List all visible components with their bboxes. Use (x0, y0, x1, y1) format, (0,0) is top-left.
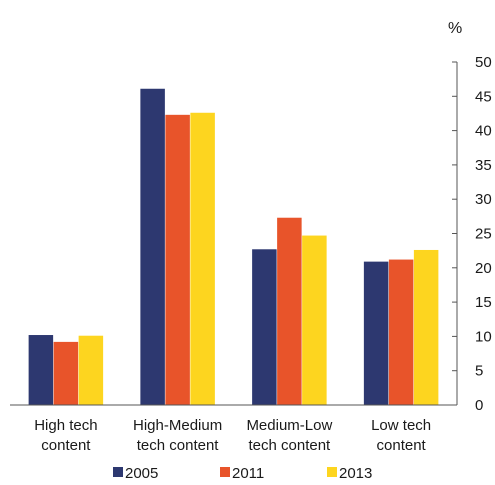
bar-2013-4 (413, 249, 439, 405)
y-ticks-group: 0 5 10 15 20 25 30 35 40 45 50 (452, 54, 492, 414)
category-label-2-line-1: High-Medium (133, 417, 222, 434)
bar-2005-1 (28, 335, 54, 405)
legend: 2005 2011 2013 (113, 465, 372, 482)
bars-group (28, 88, 439, 406)
bar-2011-4 (388, 259, 414, 405)
y-tick-label-15: 15 (475, 294, 492, 311)
bar-2011-3 (277, 217, 302, 405)
y-tick-label-40: 40 (475, 123, 492, 140)
y-tick-label-50: 50 (475, 54, 492, 71)
category-labels-group: High tech content High-Medium tech content M… (34, 417, 431, 454)
y-tick-label-10: 10 (475, 328, 492, 345)
category-label-2-line-2: tech content (137, 437, 220, 454)
bar-2005-4 (363, 261, 389, 405)
bar-2013-1 (78, 335, 104, 405)
category-label-1-line-1: High tech (34, 417, 97, 434)
category-label-3-line-2: tech content (249, 437, 332, 454)
bar-2013-2 (190, 112, 215, 405)
legend-swatch-2005 (113, 467, 123, 477)
category-label-1-line-2: content (41, 437, 91, 454)
legend-label-2013: 2013 (339, 465, 372, 482)
y-tick-label-45: 45 (475, 88, 492, 105)
bar-2013-3 (302, 235, 327, 405)
bar-2011-2 (165, 114, 190, 406)
y-tick-label-25: 25 (475, 226, 492, 243)
legend-swatch-2011 (220, 467, 230, 477)
y-tick-label-0: 0 (475, 397, 483, 414)
bar-2005-3 (252, 249, 277, 405)
legend-swatch-2013 (327, 467, 337, 477)
y-tick-label-35: 35 (475, 157, 492, 174)
category-label-4-line-1: Low tech (371, 417, 431, 434)
y-tick-label-5: 5 (475, 363, 483, 380)
legend-label-2011: 2011 (232, 465, 264, 482)
y-tick-label-20: 20 (475, 260, 492, 277)
bar-2011-1 (53, 341, 79, 405)
legend-label-2005: 2005 (125, 465, 158, 482)
y-axis-unit-label: % (448, 20, 462, 37)
category-label-4-line-2: content (377, 437, 427, 454)
category-label-3-line-1: Medium-Low (246, 417, 332, 434)
y-tick-label-30: 30 (475, 191, 492, 208)
bar-2005-2 (140, 88, 165, 405)
